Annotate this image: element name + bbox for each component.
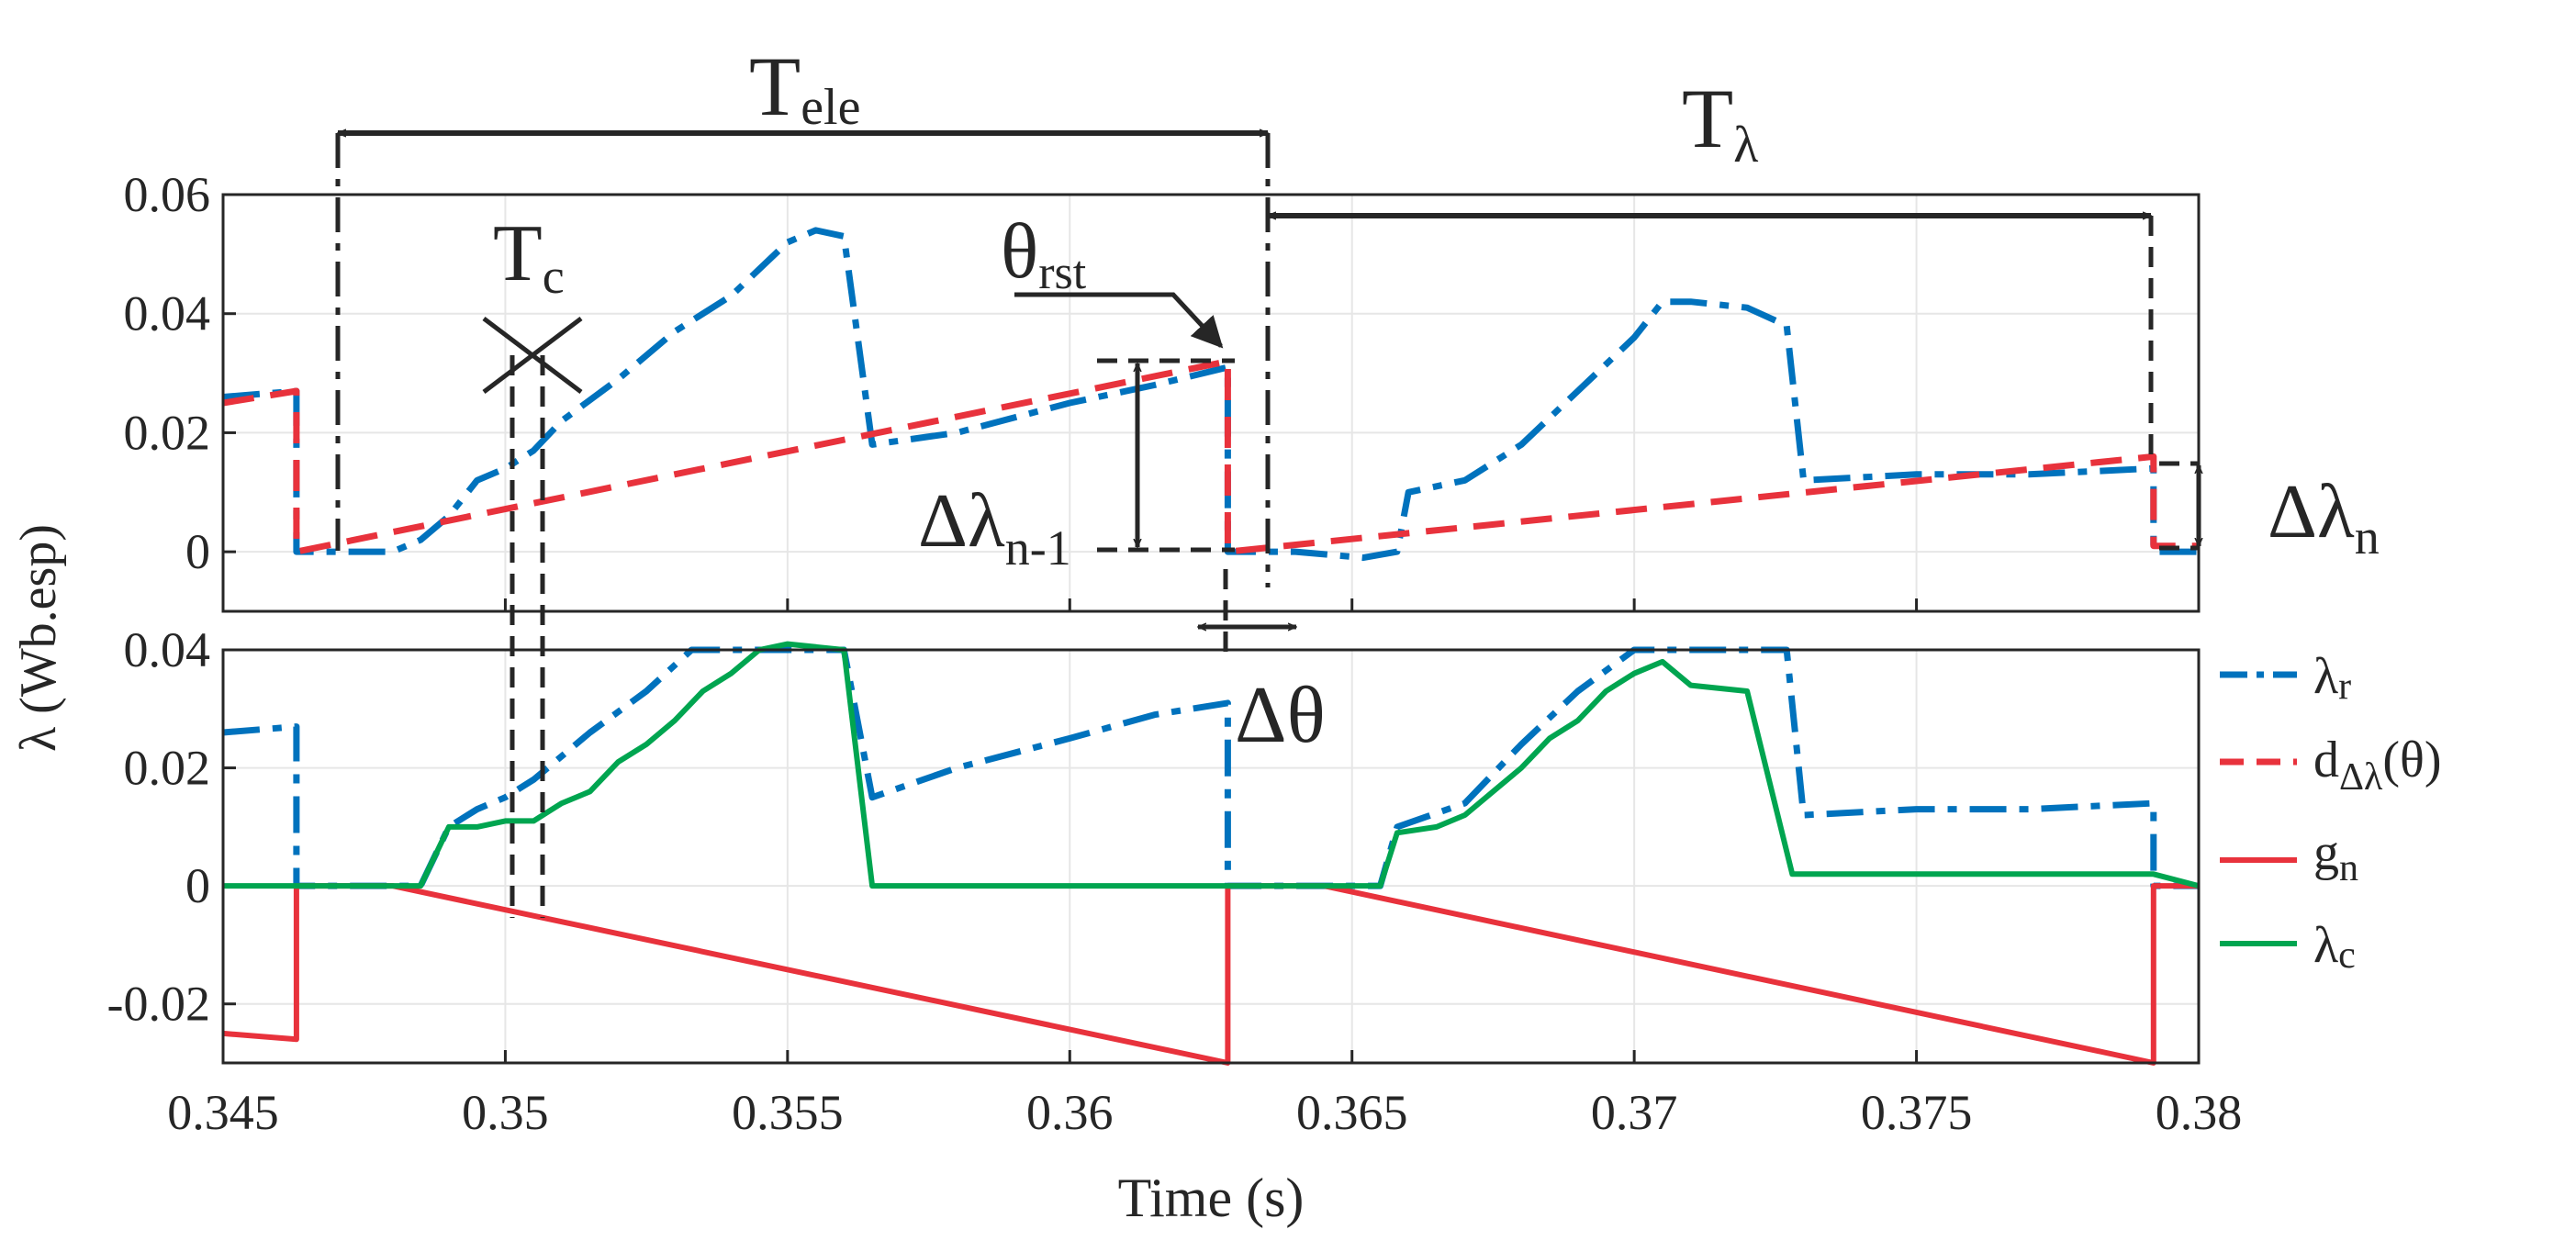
legend-label-g-n: gn bbox=[2313, 824, 2358, 889]
x-tick-label: 0.35 bbox=[462, 1085, 549, 1140]
x-tick-label: 0.36 bbox=[1026, 1085, 1114, 1140]
bottom-y-tick-labels: 0.04 0.02 0 -0.02 bbox=[107, 622, 210, 1032]
bottom-series bbox=[222, 641, 2200, 1066]
theta-rst-label: θrst bbox=[1001, 207, 1087, 299]
bottom-axes-frame bbox=[221, 648, 2201, 1065]
series-λr bbox=[222, 646, 2199, 889]
y-tick-label: 0.04 bbox=[124, 622, 211, 677]
bottom-panel: 0.040.020-0.02 0.345 0.35 0.355 0.36 0.365 0.… bbox=[107, 622, 2243, 1140]
y-tick-label: 0 bbox=[185, 858, 210, 913]
x-tick-label: 0.355 bbox=[732, 1085, 844, 1140]
x-tick-label: 0.38 bbox=[2156, 1085, 2243, 1140]
series-λr bbox=[222, 227, 2199, 562]
series-gn bbox=[222, 883, 2199, 1066]
top-panel: 0.06 0.04 0.02 0 bbox=[124, 167, 2201, 613]
y-tick-label: -0.02 bbox=[107, 977, 210, 1032]
legend-item-lambda-r: λr bbox=[2220, 648, 2351, 708]
series-dΔλ(θ) bbox=[222, 358, 2199, 555]
legend-item-d-delta-lambda: dΔλ(θ) bbox=[2220, 732, 2442, 799]
legend-item-g-n: gn bbox=[2220, 824, 2358, 889]
annotations bbox=[335, 133, 2199, 918]
bottom-grid bbox=[221, 648, 2201, 1063]
theta-rst-arrow bbox=[1014, 292, 1224, 349]
legend: λr dΔλ(θ) gn λc bbox=[2220, 648, 2442, 977]
y-tick-label: 0 bbox=[185, 524, 210, 579]
top-series bbox=[222, 227, 2199, 562]
t-c-label: Tc bbox=[493, 209, 565, 304]
x-tick-labels: 0.345 0.35 0.355 0.36 0.365 0.37 0.375 0.38 bbox=[167, 1085, 2242, 1140]
top-axes-frame bbox=[221, 193, 2201, 613]
y-tick-label: 0.02 bbox=[124, 405, 211, 460]
series-λc bbox=[223, 641, 2200, 889]
t-c-cross-b bbox=[482, 317, 583, 394]
legend-label-lambda-r: λr bbox=[2313, 648, 2351, 708]
dlambda-n-label: Δλn bbox=[2268, 469, 2380, 565]
dlambda-prev-label: Δλn-1 bbox=[918, 478, 1071, 576]
legend-label-d-delta-lambda: dΔλ(θ) bbox=[2313, 732, 2442, 799]
y-tick-label: 0.04 bbox=[124, 286, 211, 341]
legend-label-lambda-c: λc bbox=[2313, 917, 2356, 977]
y-tick-label: 0.02 bbox=[124, 741, 211, 796]
legend-item-lambda-c: λc bbox=[2220, 917, 2356, 977]
x-tick-label: 0.365 bbox=[1296, 1085, 1408, 1140]
t-lambda-label: Tλ bbox=[1682, 72, 1758, 173]
y-axis-label: λ (Wb.esp) bbox=[10, 524, 67, 752]
x-tick-label: 0.37 bbox=[1591, 1085, 1678, 1140]
top-y-tick-labels: 0.06 0.04 0.02 0 bbox=[124, 167, 211, 579]
t-ele-label: Tele bbox=[749, 39, 860, 136]
y-tick-label: 0.06 bbox=[124, 167, 211, 222]
x-tick-label: 0.375 bbox=[1861, 1085, 1973, 1140]
dtheta-label: Δθ bbox=[1235, 671, 1326, 760]
x-axis-label: Time (s) bbox=[1118, 1168, 1305, 1228]
x-tick-label: 0.345 bbox=[167, 1085, 279, 1140]
